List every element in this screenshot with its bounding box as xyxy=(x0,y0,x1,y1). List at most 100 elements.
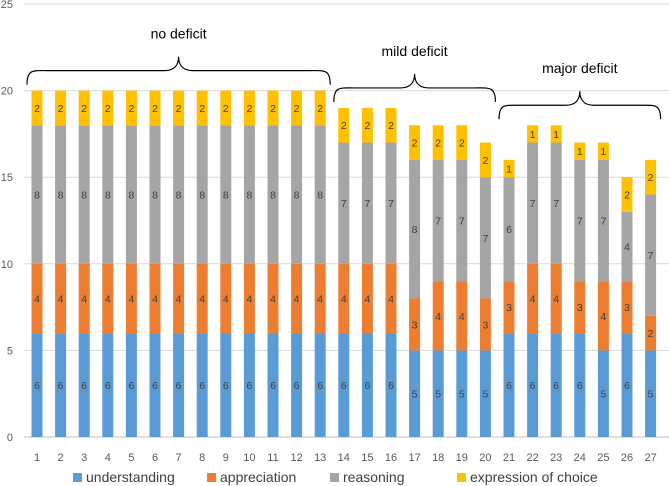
bar-stack: 6 3 6 1 xyxy=(503,159,515,437)
data-label: 6 xyxy=(530,380,536,392)
bar-segment xyxy=(173,125,185,264)
bar-segment xyxy=(597,159,609,282)
x-tick-label: 27 xyxy=(644,452,656,464)
data-label: 7 xyxy=(648,250,654,262)
data-label: 2 xyxy=(199,103,205,115)
data-label: 5 xyxy=(600,389,606,401)
data-label: 6 xyxy=(199,380,205,392)
bars: 6 4 8 2 6 4 8 2 6 4 8 2 6 4 8 2 6 4 8 2 6 4 8 2 6 4 8 2 6 4 8 2 6 4 8 2 6 4 8 2… xyxy=(31,90,657,437)
bar-stack: 5 4 7 2 xyxy=(456,125,468,437)
bar-segment xyxy=(243,333,255,437)
data-label: 2 xyxy=(294,103,300,115)
x-tick-label: 8 xyxy=(199,452,205,464)
bar-segment xyxy=(503,159,515,178)
data-label: 2 xyxy=(459,138,465,150)
data-label: 6 xyxy=(506,380,512,392)
data-label: 3 xyxy=(624,302,630,314)
bar-segment xyxy=(361,333,373,437)
bar-segment xyxy=(432,159,444,282)
bar-segment xyxy=(338,263,350,334)
data-label: 2 xyxy=(341,120,347,132)
data-label: 6 xyxy=(341,380,347,392)
legend: understanding appreciation reasoning expres… xyxy=(73,469,598,485)
data-label: 4 xyxy=(270,293,276,305)
data-label: 8 xyxy=(294,190,300,202)
data-label: 2 xyxy=(388,120,394,132)
data-label: 3 xyxy=(577,302,583,314)
bar-segment xyxy=(456,159,468,282)
data-label: 4 xyxy=(81,293,87,305)
data-label: 6 xyxy=(388,380,394,392)
data-label: 2 xyxy=(128,103,134,115)
data-label: 4 xyxy=(341,293,347,305)
legend-label: understanding xyxy=(86,469,175,485)
data-label: 6 xyxy=(577,380,583,392)
bar-stack: 6 4 8 2 xyxy=(102,90,114,437)
bar-segment xyxy=(479,177,491,299)
x-tick-label: 15 xyxy=(361,452,373,464)
bar-segment xyxy=(220,125,232,264)
data-label: 6 xyxy=(624,380,630,392)
bar-segment xyxy=(173,263,185,334)
x-tick-label: 10 xyxy=(243,452,255,464)
bar-segment xyxy=(267,125,279,264)
bar-segment xyxy=(597,281,609,351)
legend-swatch xyxy=(73,473,82,482)
data-label: 2 xyxy=(482,155,488,167)
x-tick-label: 4 xyxy=(105,452,111,464)
bar-segment xyxy=(102,90,114,126)
bar-segment xyxy=(125,333,137,437)
legend-item: understanding xyxy=(73,469,175,485)
data-label: 8 xyxy=(81,190,87,202)
data-label: 8 xyxy=(34,190,40,202)
data-label: 7 xyxy=(459,216,465,228)
bar-segment xyxy=(385,107,397,143)
data-label: 4 xyxy=(223,293,229,305)
bar-segment xyxy=(55,90,67,126)
bar-segment xyxy=(621,211,633,282)
bar-stack: 6 3 4 2 xyxy=(621,177,633,437)
data-label: 2 xyxy=(648,172,654,184)
bar-segment xyxy=(31,90,43,126)
data-label: 7 xyxy=(435,216,441,228)
bar-segment xyxy=(621,177,633,212)
data-label: 4 xyxy=(364,293,370,305)
bar-segment xyxy=(173,90,185,126)
bar-stack: 6 4 8 2 xyxy=(125,90,137,437)
data-label: 5 xyxy=(459,389,465,401)
data-label: 4 xyxy=(246,293,252,305)
x-tick-label: 18 xyxy=(432,452,444,464)
bar-stack: 6 4 8 2 xyxy=(173,90,185,437)
data-label: 8 xyxy=(270,190,276,202)
bar-segment xyxy=(78,263,90,334)
data-label: 2 xyxy=(58,103,64,115)
bar-segment xyxy=(220,333,232,437)
data-label: 7 xyxy=(388,198,394,210)
bar-segment xyxy=(645,315,657,351)
bar-segment xyxy=(338,107,350,143)
bar-segment xyxy=(409,350,421,437)
bar-segment xyxy=(314,125,326,264)
data-label: 6 xyxy=(128,380,134,392)
x-tick-label: 2 xyxy=(58,452,64,464)
data-label: 4 xyxy=(34,293,40,305)
bar-segment xyxy=(149,333,161,437)
data-label: 1 xyxy=(553,129,559,141)
bar-stack: 5 3 7 2 xyxy=(479,142,491,437)
y-axis: 0 5 10 15 20 25 xyxy=(1,0,13,444)
bar-segment xyxy=(243,125,255,264)
y-tick-label: 0 xyxy=(7,432,13,444)
bar-segment xyxy=(645,159,657,195)
data-label: 1 xyxy=(530,129,536,141)
data-label: 8 xyxy=(128,190,134,202)
bar-stack: 6 4 8 2 xyxy=(314,90,326,437)
x-tick-label: 21 xyxy=(503,452,515,464)
data-label: 6 xyxy=(81,380,87,392)
x-tick-label: 1 xyxy=(34,452,40,464)
bar-segment xyxy=(574,333,586,437)
bar-stack: 6 4 8 2 xyxy=(243,90,255,437)
data-label: 4 xyxy=(176,293,182,305)
bar-segment xyxy=(149,263,161,334)
x-tick-label: 12 xyxy=(290,452,302,464)
